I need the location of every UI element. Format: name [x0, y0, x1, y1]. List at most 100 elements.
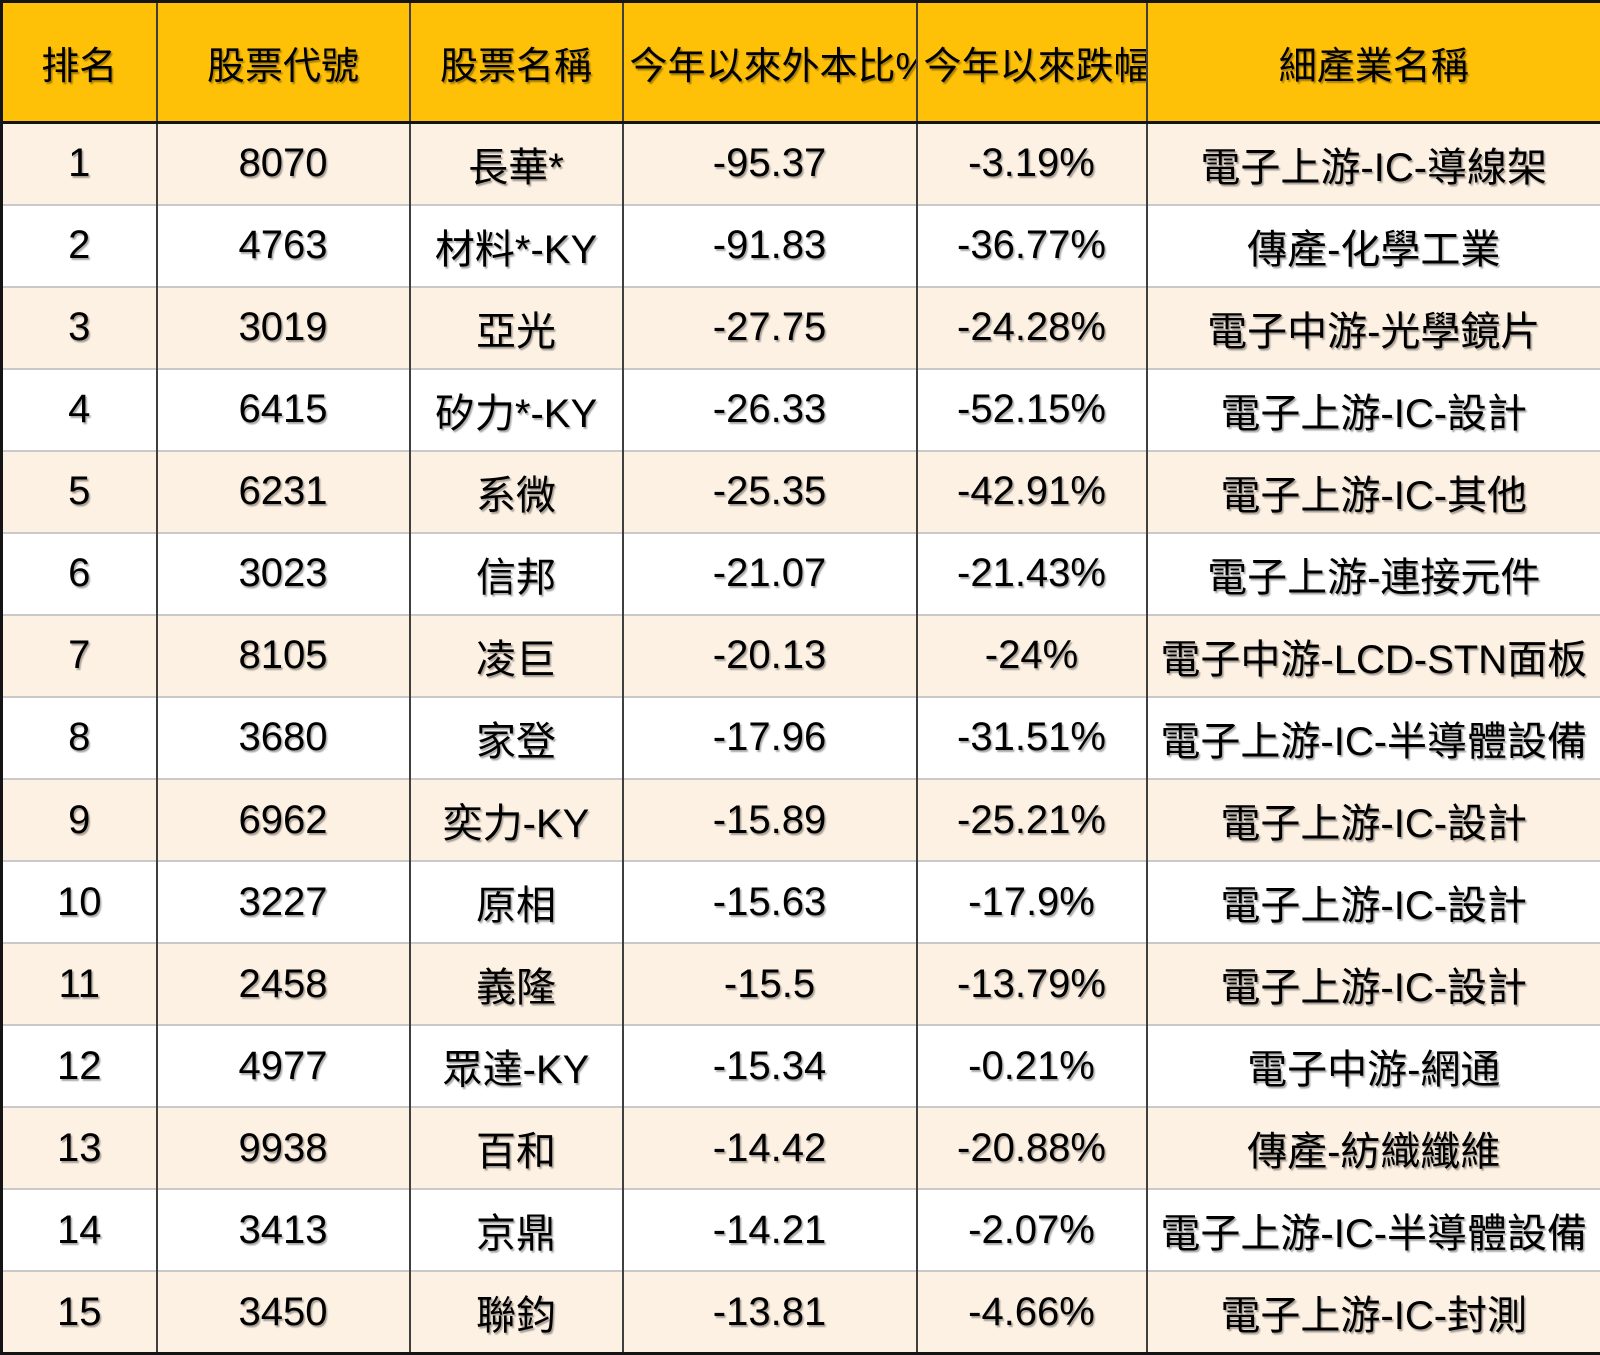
- cell-ytd-decline: -0.21%: [915, 1024, 1148, 1108]
- cell-industry: 電子中游-光學鏡片: [1145, 285, 1600, 369]
- cell-stock-code: 3019: [155, 285, 411, 369]
- cell-ytd-pb-ratio: -14.21: [621, 1188, 918, 1272]
- cell-ytd-decline: -24%: [915, 613, 1148, 697]
- cell-rank: 8: [0, 695, 158, 779]
- cell-rank: 7: [0, 613, 158, 697]
- header-ytd-pb-ratio: 今年以來外本比%: [621, 1, 918, 124]
- cell-stock-code: 8070: [155, 122, 411, 205]
- cell-ytd-decline: -52.15%: [915, 367, 1148, 451]
- cell-stock-name: 聯鈞: [408, 1270, 624, 1354]
- cell-rank: 6: [0, 531, 158, 615]
- cell-industry: 電子上游-IC-導線架: [1145, 122, 1600, 205]
- cell-ytd-decline: -42.91%: [915, 449, 1148, 533]
- table-row: 8 3680 家登 -17.96 -31.51% 電子上游-IC-半導體設備: [0, 695, 1600, 779]
- table-row: 2 4763 材料*-KY -91.83 -36.77% 傳產-化學工業: [0, 203, 1600, 287]
- cell-stock-code: 6415: [155, 367, 411, 451]
- cell-ytd-pb-ratio: -17.96: [621, 695, 918, 779]
- cell-industry: 電子上游-IC-設計: [1145, 367, 1600, 451]
- cell-ytd-pb-ratio: -15.63: [621, 860, 918, 944]
- cell-stock-name: 長華*: [408, 122, 624, 205]
- cell-ytd-pb-ratio: -15.34: [621, 1024, 918, 1108]
- cell-ytd-decline: -36.77%: [915, 203, 1148, 287]
- cell-stock-code: 9938: [155, 1106, 411, 1190]
- cell-stock-name: 矽力*-KY: [408, 367, 624, 451]
- cell-ytd-pb-ratio: -20.13: [621, 613, 918, 697]
- cell-ytd-pb-ratio: -25.35: [621, 449, 918, 533]
- cell-rank: 12: [0, 1024, 158, 1108]
- cell-rank: 13: [0, 1106, 158, 1190]
- table-row: 6 3023 信邦 -21.07 -21.43% 電子上游-連接元件: [0, 531, 1600, 615]
- cell-industry: 電子上游-IC-封測: [1145, 1270, 1600, 1354]
- cell-stock-code: 3413: [155, 1188, 411, 1272]
- cell-rank: 1: [0, 122, 158, 205]
- cell-ytd-decline: -17.9%: [915, 860, 1148, 944]
- table-row: 7 8105 凌巨 -20.13 -24% 電子中游-LCD-STN面板: [0, 613, 1600, 697]
- cell-industry: 電子上游-IC-設計: [1145, 942, 1600, 1026]
- cell-rank: 3: [0, 285, 158, 369]
- cell-stock-name: 百和: [408, 1106, 624, 1190]
- cell-ytd-decline: -3.19%: [915, 122, 1148, 205]
- cell-stock-name: 亞光: [408, 285, 624, 369]
- cell-ytd-decline: -20.88%: [915, 1106, 1148, 1190]
- cell-ytd-decline: -24.28%: [915, 285, 1148, 369]
- table-row: 10 3227 原相 -15.63 -17.9% 電子上游-IC-設計: [0, 860, 1600, 944]
- cell-industry: 電子中游-網通: [1145, 1024, 1600, 1108]
- table-row: 11 2458 義隆 -15.5 -13.79% 電子上游-IC-設計: [0, 942, 1600, 1026]
- table-row: 1 8070 長華* -95.37 -3.19% 電子上游-IC-導線架: [0, 122, 1600, 205]
- cell-ytd-pb-ratio: -21.07: [621, 531, 918, 615]
- cell-ytd-pb-ratio: -13.81: [621, 1270, 918, 1354]
- header-industry: 細產業名稱: [1145, 1, 1600, 124]
- header-rank: 排名: [0, 1, 158, 124]
- cell-rank: 10: [0, 860, 158, 944]
- cell-industry: 電子上游-IC-半導體設備: [1145, 1188, 1600, 1272]
- cell-stock-name: 材料*-KY: [408, 203, 624, 287]
- cell-ytd-pb-ratio: -15.5: [621, 942, 918, 1026]
- cell-stock-name: 系微: [408, 449, 624, 533]
- cell-rank: 4: [0, 367, 158, 451]
- cell-ytd-pb-ratio: -26.33: [621, 367, 918, 451]
- cell-rank: 2: [0, 203, 158, 287]
- table-row: 3 3019 亞光 -27.75 -24.28% 電子中游-光學鏡片: [0, 285, 1600, 369]
- cell-stock-name: 京鼎: [408, 1188, 624, 1272]
- cell-industry: 電子上游-IC-其他: [1145, 449, 1600, 533]
- cell-industry: 電子中游-LCD-STN面板: [1145, 613, 1600, 697]
- cell-industry: 傳產-化學工業: [1145, 203, 1600, 287]
- cell-ytd-decline: -21.43%: [915, 531, 1148, 615]
- header-ytd-decline: 今年以來跌幅: [915, 1, 1148, 124]
- cell-ytd-pb-ratio: -15.89: [621, 777, 918, 862]
- cell-stock-code: 3227: [155, 860, 411, 944]
- cell-stock-code: 6231: [155, 449, 411, 533]
- table-header: 排名 股票代號 股票名稱 今年以來外本比% 今年以來跌幅 細產業名稱: [0, 1, 1600, 124]
- header-row: 排名 股票代號 股票名稱 今年以來外本比% 今年以來跌幅 細產業名稱: [0, 1, 1600, 124]
- cell-rank: 5: [0, 449, 158, 533]
- cell-ytd-pb-ratio: -91.83: [621, 203, 918, 287]
- cell-industry: 電子上游-IC-設計: [1145, 860, 1600, 944]
- cell-stock-code: 6962: [155, 777, 411, 862]
- cell-stock-name: 義隆: [408, 942, 624, 1026]
- cell-ytd-decline: -4.66%: [915, 1270, 1148, 1354]
- cell-rank: 15: [0, 1270, 158, 1354]
- cell-stock-name: 眾達-KY: [408, 1024, 624, 1108]
- cell-ytd-pb-ratio: -95.37: [621, 122, 918, 205]
- table-row: 14 3413 京鼎 -14.21 -2.07% 電子上游-IC-半導體設備: [0, 1188, 1600, 1272]
- table-row: 13 9938 百和 -14.42 -20.88% 傳產-紡織纖維: [0, 1106, 1600, 1190]
- cell-stock-code: 3450: [155, 1270, 411, 1354]
- cell-stock-code: 2458: [155, 942, 411, 1026]
- cell-ytd-pb-ratio: -14.42: [621, 1106, 918, 1190]
- header-stock-name: 股票名稱: [408, 1, 624, 124]
- header-stock-code: 股票代號: [155, 1, 411, 124]
- cell-industry: 電子上游-IC-半導體設備: [1145, 695, 1600, 779]
- cell-industry: 傳產-紡織纖維: [1145, 1106, 1600, 1190]
- table-row: 12 4977 眾達-KY -15.34 -0.21% 電子中游-網通: [0, 1024, 1600, 1108]
- cell-ytd-decline: -2.07%: [915, 1188, 1148, 1272]
- table-row: 4 6415 矽力*-KY -26.33 -52.15% 電子上游-IC-設計: [0, 367, 1600, 451]
- cell-industry: 電子上游-連接元件: [1145, 531, 1600, 615]
- cell-stock-name: 奕力-KY: [408, 777, 624, 862]
- table-body: 1 8070 長華* -95.37 -3.19% 電子上游-IC-導線架 2 4763 材料*-…: [0, 122, 1600, 1354]
- cell-stock-name: 家登: [408, 695, 624, 779]
- cell-stock-code: 8105: [155, 613, 411, 697]
- table-row: 5 6231 系微 -25.35 -42.91% 電子上游-IC-其他: [0, 449, 1600, 533]
- cell-stock-name: 信邦: [408, 531, 624, 615]
